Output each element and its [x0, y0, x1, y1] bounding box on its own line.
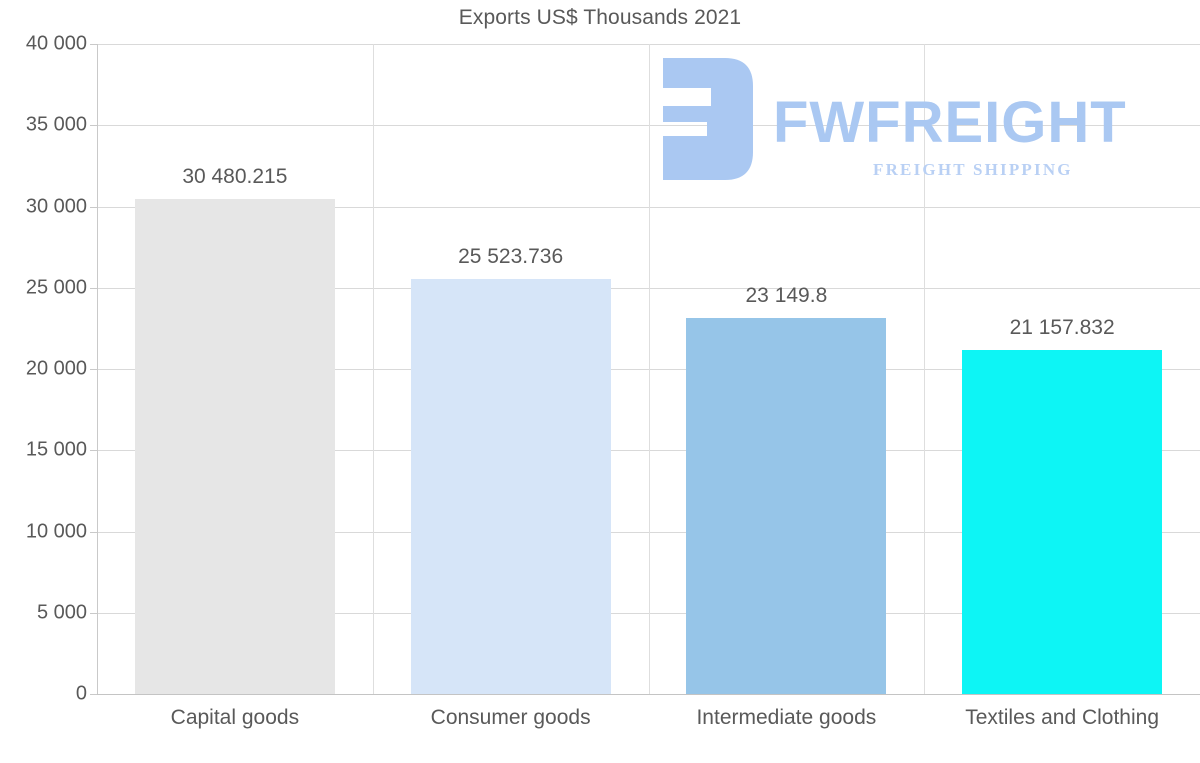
- y-axis-tick-label: 20 000: [25, 357, 87, 380]
- plot-area: 30 480.215 25 523.736 23 149.8 21 157.832: [90, 44, 1200, 695]
- bar-value-label: 25 523.736: [458, 245, 564, 269]
- y-axis-tick-label: 35 000: [25, 113, 87, 136]
- gridline-horizontal: [97, 450, 1200, 452]
- gridline-horizontal: [97, 206, 1200, 208]
- bar[interactable]: [410, 279, 611, 694]
- y-axis-tick-label: 0: [75, 682, 87, 705]
- x-axis-tick-label: Consumer goods: [430, 706, 591, 729]
- gridline-vertical: [924, 44, 925, 694]
- y-axis-tick-label: 40 000: [25, 32, 87, 55]
- y-axis-tick-label: 15 000: [25, 438, 87, 461]
- x-axis-tick-label: Capital goods: [170, 706, 300, 729]
- y-axis-tick-mark: [90, 450, 97, 452]
- gridline-vertical: [373, 44, 374, 694]
- y-axis-tick-mark: [90, 125, 97, 127]
- bar[interactable]: [962, 350, 1163, 694]
- gridline-horizontal: [97, 125, 1200, 127]
- gridline-horizontal: [97, 369, 1200, 370]
- y-axis-tick-mark: [90, 206, 97, 208]
- gridline-horizontal: [97, 287, 1200, 289]
- bar[interactable]: [686, 317, 887, 694]
- gridline-horizontal: [97, 44, 1200, 45]
- y-axis-tick-label: 10 000: [25, 520, 87, 542]
- y-axis-tick-mark: [90, 612, 97, 614]
- x-axis-tick-label: Textiles and Clothing: [965, 706, 1160, 729]
- y-axis-tick-label: 30 000: [25, 195, 87, 217]
- bar[interactable]: [134, 198, 335, 694]
- y-axis-line: [97, 44, 98, 694]
- y-axis-tick-label: 25 000: [25, 276, 87, 299]
- y-axis-tick-mark: [90, 287, 97, 289]
- bar-value-label: 21 157.832: [1009, 316, 1115, 340]
- y-axis-tick-mark: [90, 531, 97, 533]
- y-axis-tick-mark: [90, 369, 97, 370]
- chart-title: Exports US$ Thousands 2021: [458, 6, 742, 29]
- gridline-horizontal: [97, 694, 1200, 695]
- y-axis-tick-label: 5 000: [36, 601, 87, 624]
- y-axis-tick-mark: [90, 44, 97, 45]
- x-axis-tick-label: Intermediate goods: [696, 706, 877, 729]
- bar-value-label: 30 480.215: [182, 164, 288, 188]
- bar-value-label: 23 149.8: [745, 283, 828, 307]
- gridline-horizontal: [97, 612, 1200, 614]
- gridline-vertical: [649, 44, 650, 694]
- gridline-horizontal: [97, 531, 1200, 533]
- y-axis-tick-mark: [90, 694, 97, 695]
